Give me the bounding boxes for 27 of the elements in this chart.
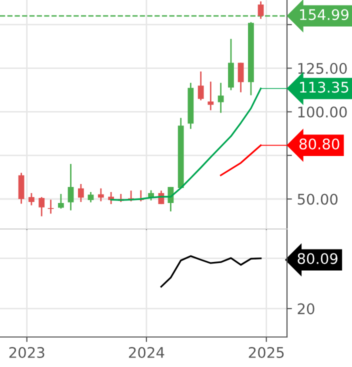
candlestick (208, 80, 214, 111)
x-tick-label: 2023 (9, 346, 44, 358)
candlestick (68, 163, 74, 212)
x-tick-label: 2025 (248, 346, 284, 358)
candlestick (258, 0, 264, 20)
candlestick (238, 62, 244, 93)
candlestick (38, 196, 45, 217)
candlestick (218, 82, 224, 114)
y-tick-label: 50.00 (298, 194, 338, 205)
line-series (160, 255, 262, 288)
ref-line-label: 154.99 (300, 9, 348, 20)
x-tick-label: 2024 (128, 346, 164, 358)
y-tick-label: 80.09 (298, 253, 338, 264)
y-tick-label: 125.00 (298, 62, 347, 74)
y-tick-label: 20 (298, 303, 314, 314)
candlestick (88, 191, 94, 204)
candlestick (78, 183, 84, 203)
candlestick (48, 199, 54, 214)
data-label: 80.80 (299, 138, 340, 150)
candlestick (98, 188, 104, 202)
data-label: 113.35 (300, 82, 348, 93)
candlestick (198, 70, 204, 101)
candlestick (58, 193, 64, 210)
candlestick (18, 172, 24, 204)
y-tick-label: 100.00 (298, 106, 347, 118)
candlestick (28, 192, 34, 206)
candlestick (148, 190, 154, 202)
